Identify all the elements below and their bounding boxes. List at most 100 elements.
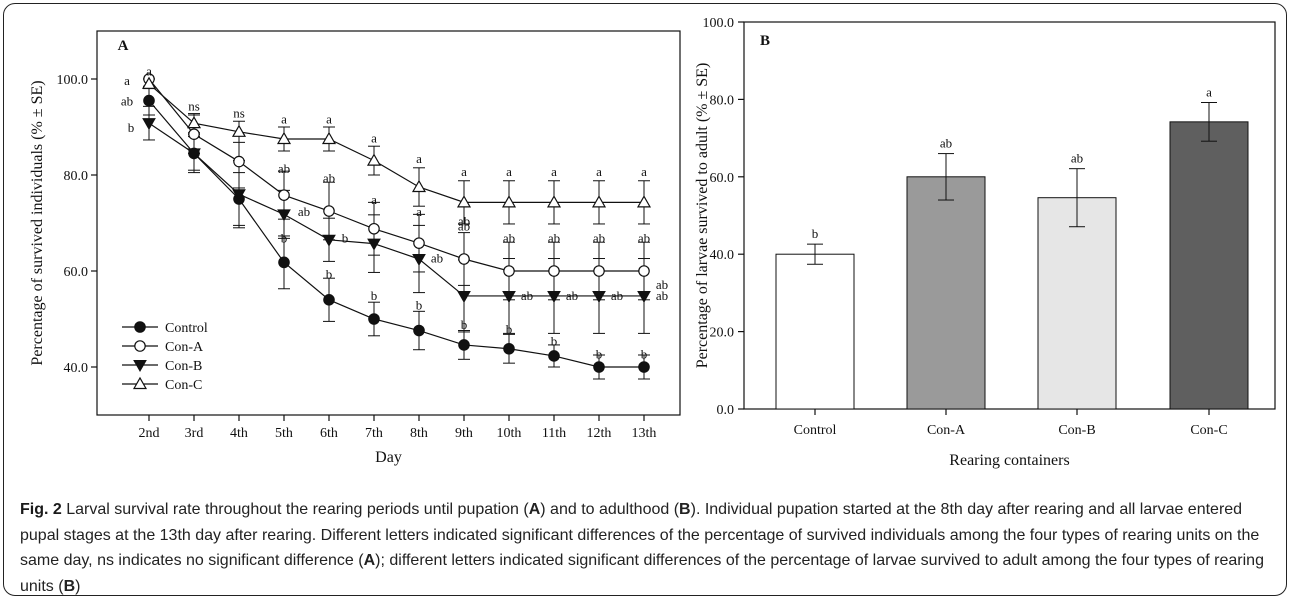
series-line-con-a: [148, 78, 644, 272]
caption-segment: A: [363, 552, 376, 569]
data-point-con-c: [636, 195, 652, 208]
data-point-con-a: [503, 265, 515, 277]
y-axis-label: Percentage of larvae survived to adult (…: [694, 63, 711, 369]
caption-segment: B: [63, 577, 76, 595]
data-point-con-c: [276, 131, 292, 145]
significance-letter: a: [371, 131, 377, 146]
data-point-control: [593, 361, 605, 373]
x-tick-label: 5th: [275, 426, 293, 441]
significance-letter: b: [371, 288, 378, 303]
legend-label: Control: [165, 321, 208, 336]
data-point-con-c: [456, 195, 472, 208]
y-tick-label: 60.0: [64, 265, 89, 280]
significance-letter: ns: [188, 98, 200, 113]
y-tick-label: 100.0: [703, 16, 735, 31]
x-tick-label: 3rd: [185, 426, 204, 441]
significance-letter: a: [416, 151, 422, 166]
significance-letter: ab: [940, 136, 952, 151]
data-point-con-a: [548, 265, 560, 277]
plot-area-frame: [96, 30, 681, 416]
significance-letter: b: [416, 298, 423, 313]
significance-letter: ab: [503, 230, 515, 245]
data-point-control: [323, 293, 335, 306]
significance-letter: b: [551, 334, 558, 349]
series-line-control: [148, 100, 644, 368]
data-point-con-a: [188, 128, 200, 140]
figure-frame: [3, 3, 1287, 596]
legend-marker: [133, 360, 147, 373]
y-tick-label: 80.0: [64, 169, 89, 184]
panel-b-bar-chart: B 0.0 20.0 40.0 60.0 80.0 100.0 b Control ab Con-A…: [694, 16, 1276, 469]
significance-letter: b: [461, 317, 468, 332]
significance-letter: ab: [638, 230, 650, 245]
panel-label: B: [760, 33, 770, 49]
caption-segment: ). Individual pupation started at the 8t…: [20, 501, 1260, 569]
data-point-control: [143, 94, 155, 107]
y-tick-label: 80.0: [710, 93, 735, 108]
x-tick-label: 4th: [230, 426, 248, 441]
data-point-control: [458, 339, 470, 351]
data-point-con-a: [458, 253, 470, 265]
figure-caption: Fig. 2 Larval survival rate throughout t…: [20, 497, 1276, 599]
significance-letter: ab: [121, 94, 133, 109]
data-point-con-b: [142, 118, 156, 131]
data-point-con-a: [323, 205, 335, 217]
x-tick-label: 7th: [365, 426, 383, 441]
data-point-con-b: [412, 254, 426, 267]
significance-letter: a: [326, 111, 332, 126]
y-tick-label: 60.0: [710, 171, 735, 186]
significance-letter: ab: [278, 161, 290, 176]
significance-letter: ab: [656, 277, 668, 292]
significance-letter: a: [416, 204, 422, 219]
data-point-con-b: [187, 148, 201, 161]
plot-area-frame: [743, 21, 1276, 410]
x-tick-label: 10th: [497, 426, 522, 441]
significance-letter: ab: [458, 218, 470, 233]
data-point-con-c: [141, 76, 157, 89]
significance-letter: ab: [1071, 151, 1083, 166]
panel-a-line-chart: A 40.0 60.0 80.0 100.0 2nd 3rd 4th 5th 6th 7th 8th 9…: [29, 30, 681, 466]
x-axis-label: Rearing containers: [949, 452, 1069, 469]
data-point-con-b: [637, 290, 651, 303]
data-point-con-c: [591, 195, 607, 208]
series-line-con-b: [148, 122, 644, 297]
caption-segment: ) and to adulthood (: [540, 501, 680, 518]
significance-letter: ab: [521, 288, 533, 303]
x-tick-label: 2nd: [139, 426, 160, 441]
data-point-control: [503, 342, 515, 355]
x-tick-label: Con-B: [1058, 423, 1095, 438]
significance-letter: a: [146, 63, 152, 78]
legend-label: Con-C: [165, 378, 202, 393]
caption-segment: A: [528, 501, 541, 518]
legend-marker: [134, 321, 146, 333]
significance-letter: ab: [566, 288, 578, 303]
significance-letter: b: [128, 120, 135, 135]
caption-figure-label: Fig. 2: [20, 501, 62, 518]
data-point-con-c: [366, 153, 382, 166]
caption-segment: ); different letters indicated significa…: [20, 552, 1264, 595]
data-point-con-b: [367, 238, 381, 251]
significance-letter: b: [281, 230, 288, 245]
x-tick-label: 9th: [455, 426, 473, 441]
bar-con-b: [1037, 197, 1117, 410]
bar-con-a: [906, 176, 986, 410]
significance-letter: ab: [431, 251, 443, 266]
significance-letter: b: [641, 347, 648, 362]
data-point-con-a: [233, 155, 245, 168]
caption-segment: ): [75, 577, 81, 595]
x-tick-label: Control: [794, 423, 837, 438]
data-point-con-b: [232, 189, 246, 202]
significance-letter: ab: [298, 204, 310, 219]
x-tick-label: 11th: [542, 426, 566, 441]
data-point-con-b: [592, 290, 606, 303]
significance-letter: b: [812, 226, 819, 241]
data-point-control: [638, 361, 650, 373]
x-axis-label: Day: [375, 449, 402, 466]
significance-letter: b: [342, 230, 349, 245]
caption-segment: Larval survival rate throughout the rear…: [61, 501, 529, 518]
significance-letter: a: [596, 164, 602, 179]
x-tick-label: Con-A: [927, 423, 966, 438]
data-point-con-b: [547, 290, 561, 303]
caption-body: Larval survival rate throughout the rear…: [20, 501, 1264, 595]
data-point-control: [278, 256, 290, 269]
